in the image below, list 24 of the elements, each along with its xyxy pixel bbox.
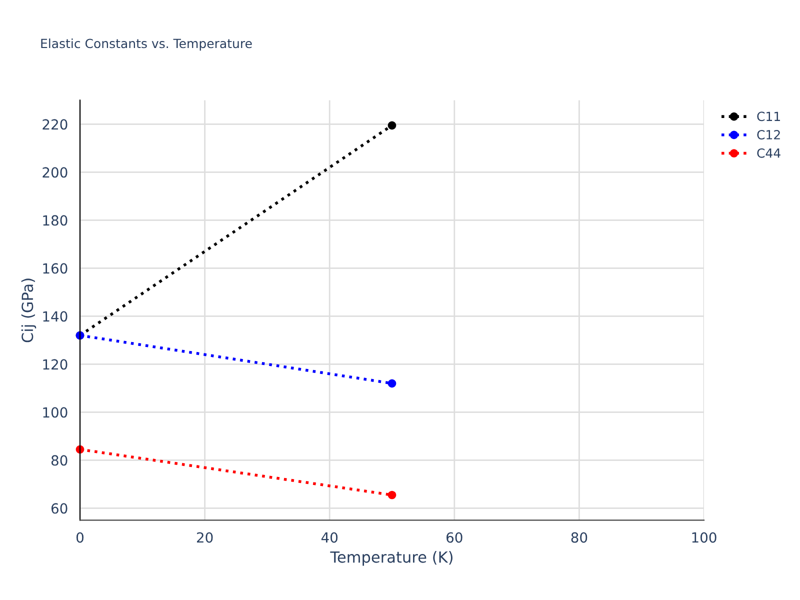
- y-tick-label: 140: [43, 311, 68, 322]
- y-tick-label: 160: [43, 263, 68, 274]
- y-tick-label: 60: [51, 503, 68, 514]
- chart-title: Elastic Constants vs. Temperature: [41, 38, 252, 51]
- y-tick-label: 100: [43, 407, 68, 418]
- legend-label: C11: [757, 112, 780, 122]
- x-axis-title: Temperature (K): [330, 551, 452, 566]
- legend-label: C44: [757, 148, 780, 158]
- point: [388, 490, 396, 500]
- x-tick-label: 20: [196, 532, 213, 543]
- point: [388, 379, 396, 388]
- legend-label: C12: [757, 130, 780, 140]
- x-tick-label: 100: [692, 532, 716, 543]
- y-tick-label: 120: [43, 359, 68, 370]
- y-tick-label: 220: [42, 119, 68, 130]
- y-axis-title: Cij (GPa): [21, 278, 36, 342]
- x-tick-label: 0: [76, 532, 84, 543]
- y-tick-label: 80: [51, 455, 68, 466]
- x-tick-label: 80: [571, 532, 588, 543]
- x-tick-label: 60: [446, 532, 462, 543]
- y-tick-label: 180: [43, 215, 68, 226]
- point: [388, 121, 396, 130]
- y-tick-label: 200: [42, 167, 68, 178]
- x-tick-label: 40: [321, 532, 338, 543]
